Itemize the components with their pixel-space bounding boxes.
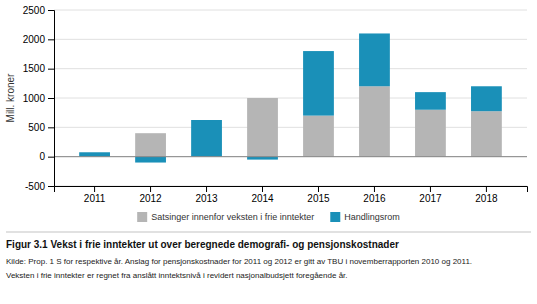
tick-label: 2018 <box>475 193 498 204</box>
bar <box>135 133 166 156</box>
bars <box>79 33 502 162</box>
zero-line <box>54 156 527 157</box>
bar <box>247 98 278 157</box>
tick-mark <box>430 186 431 192</box>
tick-label: 2014 <box>251 193 274 204</box>
y-axis: -500 0 500 1000 1500 2000 2500 <box>23 5 55 192</box>
legend-swatch <box>137 212 147 222</box>
bar <box>135 157 166 163</box>
bar <box>471 111 502 156</box>
tick-label: 2000 <box>23 34 46 45</box>
tick-mark <box>48 69 54 70</box>
tick-label: 1500 <box>23 63 46 74</box>
tick-mark <box>262 186 263 192</box>
axis-domain <box>55 187 528 193</box>
legend-swatch <box>330 212 340 222</box>
tick-label: 2011 <box>84 193 106 204</box>
tick-mark <box>48 127 54 128</box>
bar <box>79 152 110 156</box>
tick: 0 <box>39 151 54 162</box>
bar <box>303 116 334 157</box>
tick: 2011 <box>84 186 106 204</box>
legend: Satsinger innenfor veksten i frie inntek… <box>137 212 400 222</box>
tick-mark <box>94 186 95 192</box>
grid-line <box>54 98 527 99</box>
tick-label: 1000 <box>23 93 46 104</box>
tick-mark <box>48 98 54 99</box>
tick-mark <box>318 186 319 192</box>
tick: 2017 <box>419 186 442 204</box>
tick-mark <box>206 186 207 192</box>
legend-item: Satsinger innenfor veksten i frie inntek… <box>137 212 314 222</box>
tick-mark <box>48 39 54 40</box>
separator <box>6 232 531 233</box>
tick-mark <box>48 10 54 11</box>
grid-line <box>54 10 527 11</box>
tick: 2014 <box>251 186 274 204</box>
tick-label: 0 <box>39 151 45 162</box>
tick: 2500 <box>23 5 54 16</box>
tick: 2000 <box>23 34 54 45</box>
tick-mark <box>48 186 54 187</box>
grid-line <box>54 127 527 128</box>
x-axis: 2011 2012 2013 2014 2015 2016 2017 2018 <box>55 186 528 204</box>
grid-line <box>54 68 527 69</box>
tick: 1000 <box>23 93 54 104</box>
tick-label: -500 <box>25 181 45 192</box>
tick-label: 2013 <box>195 193 218 204</box>
tick: 2013 <box>195 186 218 204</box>
legend-item: Handlingsrom <box>330 212 400 222</box>
tick-mark <box>486 186 487 192</box>
tick-label: 2500 <box>23 5 46 16</box>
grid-line <box>54 39 527 40</box>
bar <box>471 86 502 111</box>
tick-label: 2012 <box>139 193 162 204</box>
tick-label: 2016 <box>363 193 386 204</box>
title: Figur 3.1 Vekst i frie inntekter ut over… <box>6 239 399 250</box>
bar <box>415 110 446 157</box>
bar <box>359 86 390 156</box>
legend-label: Satsinger innenfor veksten i frie inntek… <box>151 212 314 222</box>
bar <box>415 92 446 110</box>
bar <box>359 33 390 86</box>
axis-domain <box>48 11 55 187</box>
tick: -500 <box>25 181 54 192</box>
tick: 500 <box>28 122 54 133</box>
bar <box>191 120 222 157</box>
tick-label: 2017 <box>419 193 442 204</box>
chart: -500 0 500 1000 1500 2000 2500 2011 2012 2013 2014… <box>0 0 537 304</box>
annotation: Kilde: Prop. 1 S for respektive år. Ansl… <box>6 257 472 266</box>
tick-label: 500 <box>28 122 45 133</box>
tick: 2015 <box>307 186 330 204</box>
bar <box>303 51 334 116</box>
tick-mark <box>48 157 54 158</box>
annotation: Veksten i frie inntekter er regnet fra a… <box>6 271 348 280</box>
tick-mark <box>150 186 151 192</box>
grid <box>54 10 527 186</box>
tick: 2012 <box>139 186 162 204</box>
grid-line <box>54 156 527 157</box>
tick: 2016 <box>363 186 386 204</box>
tick-mark <box>374 186 375 192</box>
tick: 2018 <box>475 186 498 204</box>
tick: 1500 <box>23 63 54 74</box>
legend-label: Handlingsrom <box>344 212 400 222</box>
tick-label: 2015 <box>307 193 330 204</box>
y-axis-title: Mill. kroner <box>5 73 16 123</box>
